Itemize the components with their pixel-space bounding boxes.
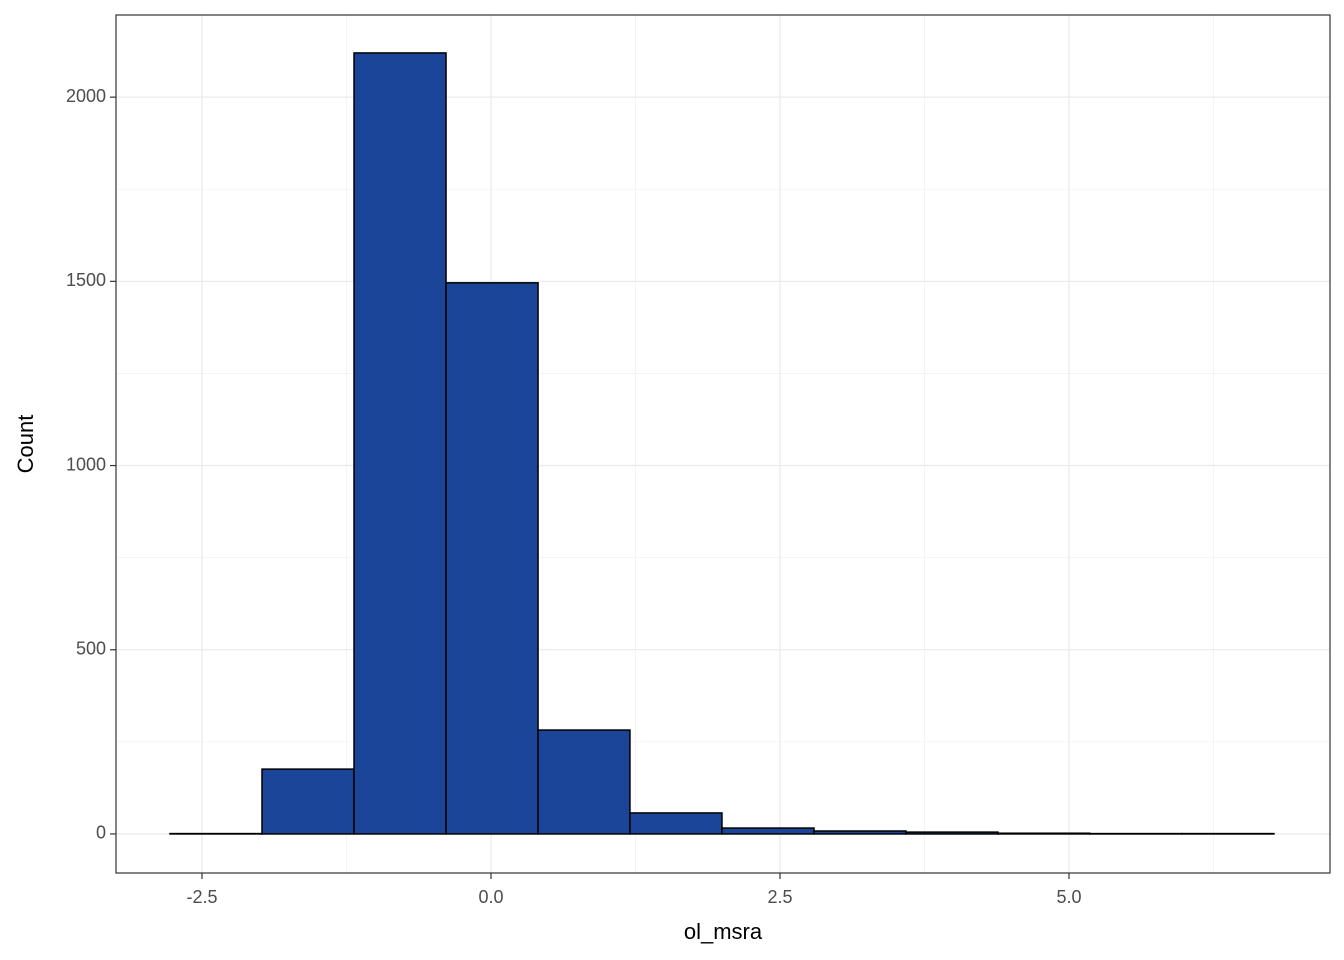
y-axis-title: Count: [13, 415, 38, 474]
y-tick-label: 2000: [66, 86, 106, 106]
bar: [445, 282, 539, 835]
x-tick-label: 5.0: [1056, 887, 1081, 907]
y-tick-label: 500: [76, 639, 106, 659]
x-tick-label: 0.0: [478, 887, 503, 907]
panel-border: [115, 14, 1331, 874]
bar: [353, 52, 447, 835]
grid: [116, 15, 1330, 873]
bars: [169, 52, 1275, 835]
x-axis-title: ol_msra: [684, 919, 763, 944]
bar: [997, 832, 1091, 835]
x-tick-label: -2.5: [186, 887, 217, 907]
bar: [537, 729, 631, 835]
bar: [261, 768, 355, 835]
x-tick-label: 2.5: [767, 887, 792, 907]
panel-background: [116, 15, 1330, 873]
y-tick-label: 1000: [66, 454, 106, 474]
bar: [905, 831, 999, 835]
y-tick-label: 1500: [66, 270, 106, 290]
bar: [629, 812, 723, 835]
bar: [813, 830, 907, 835]
bar: [721, 827, 815, 835]
y-tick-label: 0: [96, 823, 106, 843]
